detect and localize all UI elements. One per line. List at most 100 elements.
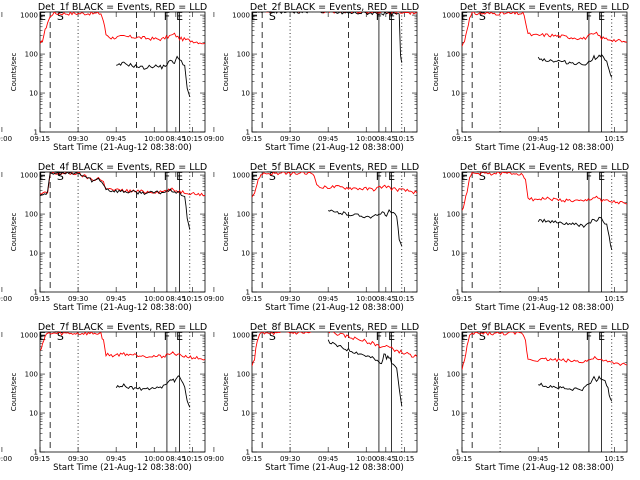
panel-6: Det_6f BLACK = Events, RED = LLD 1 10 100 10… (376, 162, 629, 313)
event-flag-E: E (251, 170, 258, 183)
x-tick-label: 09:45 (318, 455, 338, 463)
plot-frame (251, 171, 418, 293)
x-tick-label: 09:00 (0, 135, 12, 143)
y-tick-label: 1000 (232, 12, 250, 20)
event-flag-F: F (586, 10, 592, 23)
y-axis-label: Counts/sec (432, 213, 440, 252)
y-tick-label: 1 (246, 289, 250, 297)
x-axis-label: Start Time (21-Aug-12 08:38:00) (475, 463, 614, 473)
x-axis-label: Start Time (21-Aug-12 08:38:00) (265, 463, 404, 473)
panel-5: Det_5f BLACK = Events, RED = LLD 1 10 100 10… (166, 162, 419, 313)
event-flag-S: S (479, 10, 486, 23)
x-tick-label: 10:15 (604, 295, 624, 303)
events-series-line (537, 216, 613, 251)
y-tick-label: 1 (34, 129, 38, 137)
x-tick-label: 09:30 (280, 295, 300, 303)
event-flag-S: S (269, 330, 276, 343)
panel-title: Det_1f BLACK = Events, RED = LLD (38, 2, 207, 13)
x-tick-label: 08:45 (166, 295, 186, 303)
panel-4: Det_4f BLACK = Events, RED = LLD 1 10 100 10… (0, 162, 207, 313)
lld-series-line (40, 332, 205, 361)
x-tick-label: 08:45 (376, 455, 396, 463)
y-tick-label: 1 (456, 129, 460, 137)
x-tick-label: 10:15 (604, 455, 624, 463)
event-flag-E: E (39, 10, 46, 23)
y-tick-label: 100 (25, 51, 38, 59)
x-tick-label: 09:00 (204, 295, 224, 303)
panel-title: Det_9f BLACK = Events, RED = LLD (460, 322, 629, 333)
x-tick-label: 08:45 (376, 295, 396, 303)
y-tick-label: 100 (447, 51, 460, 59)
y-tick-label: 100 (237, 211, 250, 219)
x-tick-label: 10:00 (144, 455, 164, 463)
panel-title: Det_5f BLACK = Events, RED = LLD (250, 162, 419, 173)
y-tick-label: 1 (456, 449, 460, 457)
y-tick-label: 100 (447, 211, 460, 219)
x-tick-label: 10:15 (182, 295, 202, 303)
x-tick-label: 09:30 (68, 135, 88, 143)
y-tick-label: 10 (451, 250, 460, 258)
panel-title: Det_7f BLACK = Events, RED = LLD (38, 322, 207, 333)
y-tick-label: 10 (241, 250, 250, 258)
x-tick-label: 09:00 (0, 295, 12, 303)
panel-9: Det_9f BLACK = Events, RED = LLD 1 10 100 10… (376, 322, 629, 473)
y-tick-label: 1000 (442, 332, 460, 340)
events-series-line (328, 208, 403, 247)
event-flag-E: E (461, 330, 468, 343)
y-tick-label: 100 (237, 51, 250, 59)
y-axis-label: Counts/sec (10, 373, 18, 412)
x-tick-label: 09:45 (318, 135, 338, 143)
x-tick-label: 09:45 (106, 455, 126, 463)
event-flag-S: S (57, 330, 64, 343)
event-flag-E: E (598, 170, 605, 183)
y-axis-label: Counts/sec (222, 373, 230, 412)
x-tick-label: 09:15 (242, 295, 262, 303)
x-tick-label: 10:15 (394, 455, 414, 463)
plot-frame (39, 11, 206, 133)
plot-frame (251, 11, 418, 133)
x-tick-label: 10:00 (144, 295, 164, 303)
event-flag-F: F (376, 10, 382, 23)
events-series-line (537, 53, 613, 78)
y-tick-label: 1 (456, 289, 460, 297)
y-tick-label: 10 (241, 90, 250, 98)
panel-2: Det_2f BLACK = Events, RED = LLD 1 10 100 10… (166, 2, 419, 153)
y-axis-label: Counts/sec (432, 53, 440, 92)
event-flag-S: S (57, 170, 64, 183)
event-flag-S: S (479, 170, 486, 183)
x-tick-label: 09:45 (106, 295, 126, 303)
event-flag-E: E (251, 10, 258, 23)
x-tick-label: 09:15 (452, 295, 472, 303)
x-axis-label: Start Time (21-Aug-12 08:38:00) (53, 303, 192, 313)
x-tick-label: 10:00 (356, 135, 376, 143)
plot-frame (461, 331, 628, 453)
event-flag-E: E (176, 330, 183, 343)
panel-title: Det_8f BLACK = Events, RED = LLD (250, 322, 419, 333)
x-axis-label: Start Time (21-Aug-12 08:38:00) (475, 303, 614, 313)
x-tick-label: 09:45 (528, 295, 548, 303)
lld-series-line (462, 332, 627, 370)
y-axis-label: Counts/sec (222, 53, 230, 92)
x-tick-label: 09:15 (242, 135, 262, 143)
x-tick-label: 10:00 (356, 455, 376, 463)
event-flag-E: E (176, 170, 183, 183)
x-tick-label: 09:15 (452, 455, 472, 463)
x-tick-label: 09:45 (318, 295, 338, 303)
event-flag-F: F (586, 170, 592, 183)
x-tick-label: 09:45 (528, 455, 548, 463)
event-flag-E: E (388, 330, 395, 343)
x-tick-label: 09:30 (68, 295, 88, 303)
x-tick-label: 10:00 (144, 135, 164, 143)
x-axis-label: Start Time (21-Aug-12 08:38:00) (265, 303, 404, 313)
event-flag-E: E (598, 330, 605, 343)
x-tick-label: 09:45 (528, 135, 548, 143)
event-flag-E: E (388, 170, 395, 183)
y-axis-label: Counts/sec (432, 373, 440, 412)
x-tick-label: 10:15 (182, 455, 202, 463)
y-tick-label: 10 (29, 90, 38, 98)
lld-series-line (252, 172, 417, 198)
y-tick-label: 1000 (20, 332, 38, 340)
event-flag-F: F (164, 10, 170, 23)
y-axis-label: Counts/sec (10, 213, 18, 252)
